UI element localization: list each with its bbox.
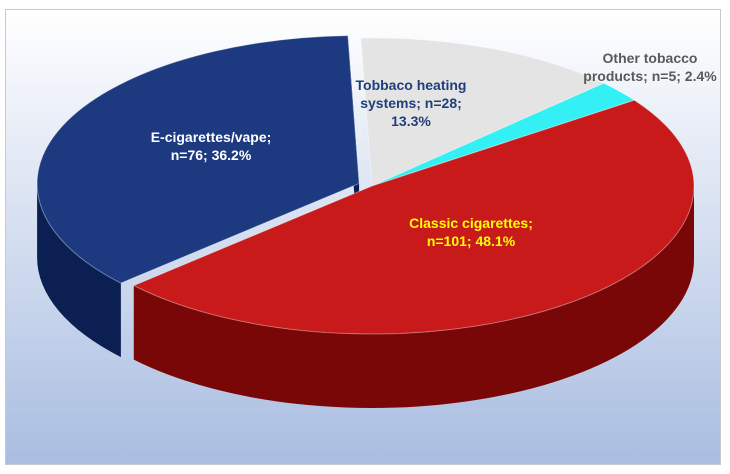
pie-side-classic-cigarettes	[133, 186, 694, 408]
data-label-classic-cigarettes: Classic cigarettes; n=101; 48.1%	[409, 215, 533, 249]
pie-slice-classic-cigarettes	[132, 99, 695, 335]
pie-chart: Tobbaco heating systems; n=28; 13.3% Other …	[6, 10, 720, 464]
pie-slice-other-tobacco-products	[371, 82, 636, 187]
data-label-e-cigarettes-vape: E-cigarettes/vape; n=76; 36.2%	[151, 129, 272, 163]
data-label-tobbaco-heating-systems: Tobbaco heating systems; n=28; 13.3%	[356, 77, 467, 129]
data-label-other-tobacco-products: Other tobacco products; n=5; 2.4%	[583, 50, 717, 84]
chart-frame: Tobbaco heating systems; n=28; 13.3% Other …	[5, 9, 721, 465]
pie-slice-tobbaco-heating-systems	[360, 37, 605, 187]
pie-side-e-cigarettes-vape	[37, 183, 121, 358]
pie-slice-e-cigarettes-vape	[36, 35, 360, 284]
